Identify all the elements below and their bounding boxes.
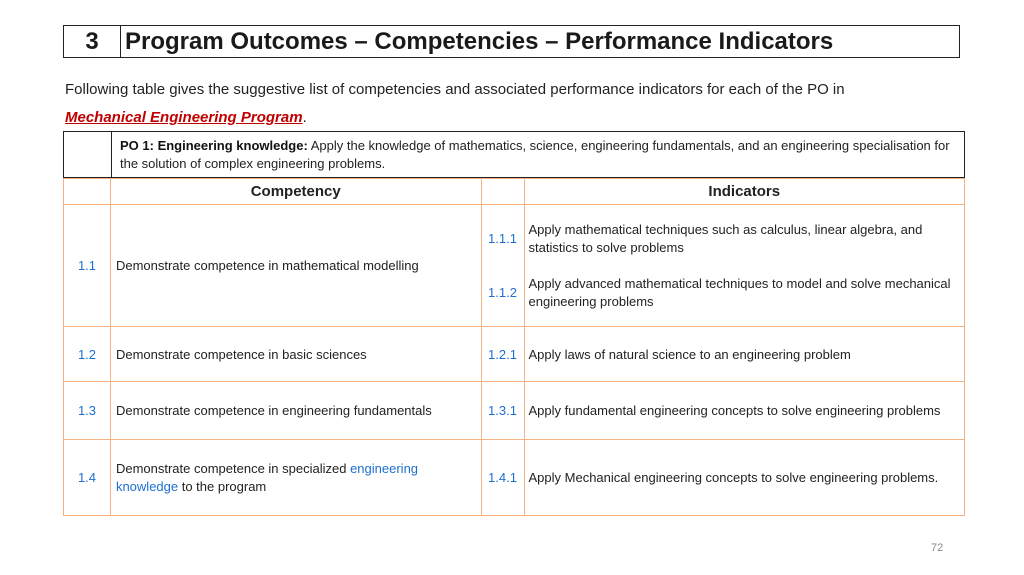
competency-link-text[interactable]: engineering knowledge (115, 460, 419, 494)
intro-period: . (302, 109, 307, 126)
competency-text-part: Demonstrate competence in specialized (115, 460, 351, 476)
section-title: Program Outcomes – Competencies – Perfor… (125, 27, 834, 55)
po-desc-text: Apply the knowledge of mathematics, scie… (120, 138, 950, 171)
header-blank-cell (63, 178, 111, 205)
competency-table: Competency Indicators 1.1 Demonstrate co… (63, 178, 965, 516)
competency-number: 1.1 (63, 204, 111, 327)
program-link[interactable]: Mechanical Engineering Program (65, 109, 303, 126)
indicator-text: Apply mathematical techniques such as ca… (528, 221, 923, 255)
competency-text: Demonstrate competence in mathematical m… (109, 204, 482, 327)
po-blank-cell (64, 132, 112, 177)
po-header-box: PO 1: Engineering knowledge: Apply the k… (63, 131, 965, 178)
intro-text: Following table gives the suggestive lis… (65, 81, 845, 98)
indicator-number: 1.4.1 (480, 439, 525, 516)
indicator-text: Apply fundamental engineering concepts t… (523, 381, 965, 440)
competency-text: Demonstrate competence in specialized en… (109, 439, 482, 516)
competency-header: Competency (109, 178, 482, 205)
header-blank-cell-2 (480, 178, 525, 205)
competency-number: 1.2 (63, 326, 111, 382)
indicator-text-cell: Apply mathematical techniques such as ca… (523, 204, 965, 327)
intro-program-line: Mechanical Engineering Program. (65, 109, 307, 126)
po-label: PO 1: Engineering knowledge: (120, 138, 308, 153)
competency-text: Demonstrate competence in basic sciences (109, 326, 482, 382)
indicator-text: Apply advanced mathematical techniques t… (528, 275, 951, 309)
competency-number: 1.3 (63, 381, 111, 440)
table-row: 1.3 Demonstrate competence in engineerin… (63, 381, 965, 440)
table-row: 1.1 Demonstrate competence in mathematic… (63, 204, 965, 327)
indicator-number: 1.1.2 (488, 285, 517, 300)
po-description: PO 1: Engineering knowledge: Apply the k… (112, 132, 964, 177)
page-number: 72 (931, 542, 944, 554)
indicators-header: Indicators (523, 178, 965, 205)
indicator-number: 1.1.1 (488, 231, 517, 246)
indicator-number-cell: 1.1.1 1.1.2 (480, 204, 525, 327)
table-header-row: Competency Indicators (63, 178, 965, 205)
competency-number: 1.4 (63, 439, 111, 516)
indicator-text: Apply laws of natural science to an engi… (523, 326, 965, 382)
competency-text-part: to the program (178, 478, 267, 494)
table-row: 1.2 Demonstrate competence in basic scie… (63, 326, 965, 382)
indicator-number: 1.2.1 (480, 326, 525, 382)
table-row: 1.4 Demonstrate competence in specialize… (63, 439, 965, 516)
section-title-box: 3 Program Outcomes – Competencies – Perf… (63, 25, 960, 58)
section-number: 3 (64, 26, 121, 57)
indicator-number: 1.3.1 (480, 381, 525, 440)
competency-text: Demonstrate competence in engineering fu… (109, 381, 482, 440)
indicator-text: Apply Mechanical engineering concepts to… (523, 439, 965, 516)
